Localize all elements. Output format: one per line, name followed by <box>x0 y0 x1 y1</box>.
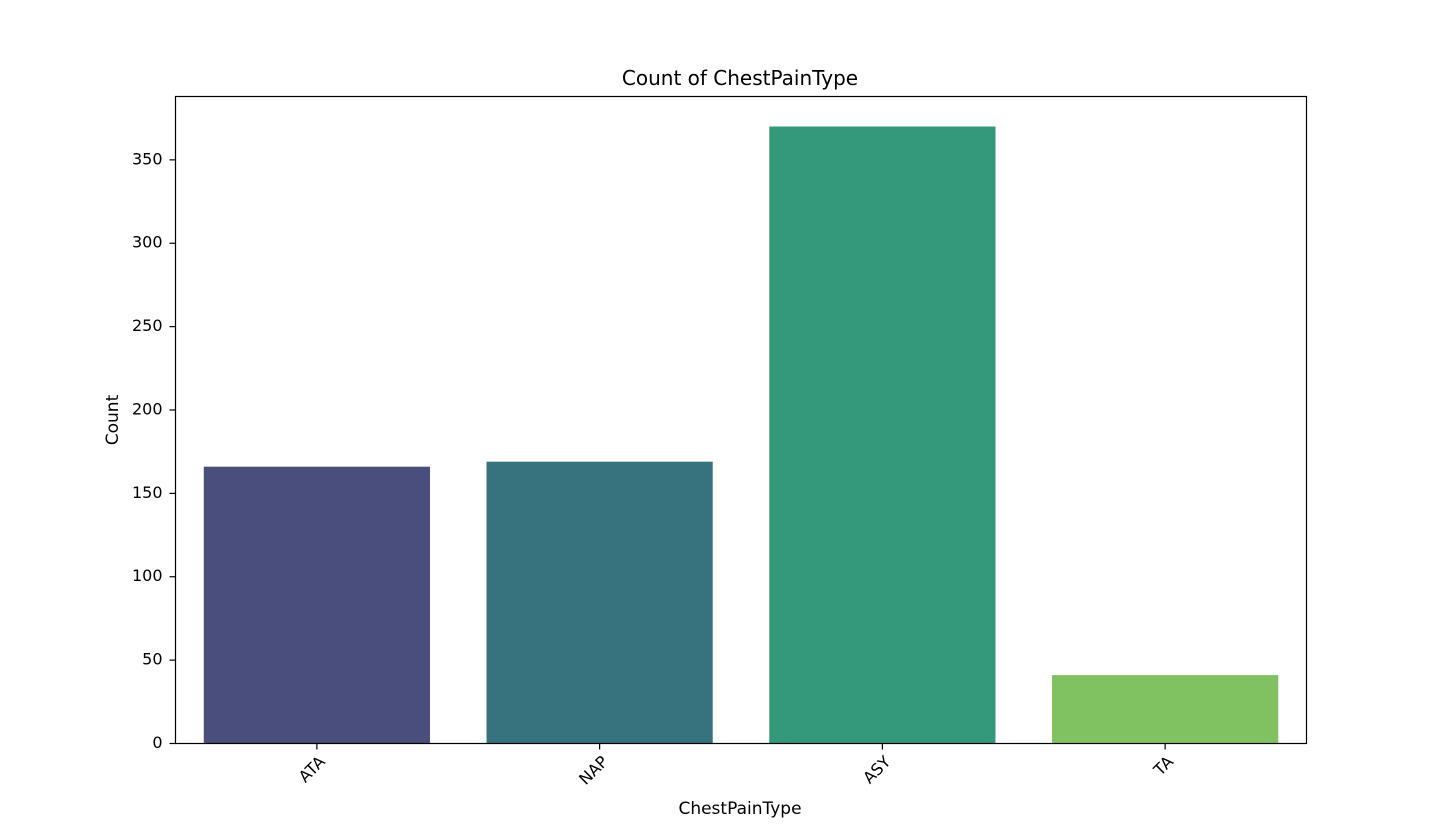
chart-title: Count of ChestPainType <box>622 66 858 90</box>
plot-frame <box>174 95 1308 745</box>
y-axis-label: Count <box>103 394 123 445</box>
y-tick-label: 200 <box>132 399 163 418</box>
bar-asy <box>769 126 996 744</box>
y-tick-label: 100 <box>132 566 163 585</box>
y-tick-label: 300 <box>132 233 163 252</box>
y-tick-label: 50 <box>142 650 162 669</box>
bars-layer <box>203 126 1279 744</box>
bar-ata <box>203 466 430 744</box>
y-tick-label: 150 <box>132 483 163 502</box>
y-tick-label: 350 <box>132 149 163 168</box>
x-axis-label: ChestPainType <box>678 799 801 819</box>
y-ticks-layer: 0 50 100 150 200 250 300 350 <box>132 149 176 752</box>
y-tick-label: 250 <box>132 316 163 335</box>
bar-nap <box>486 461 713 744</box>
y-tick-label: 0 <box>152 733 162 752</box>
bar-ta <box>1052 675 1279 744</box>
